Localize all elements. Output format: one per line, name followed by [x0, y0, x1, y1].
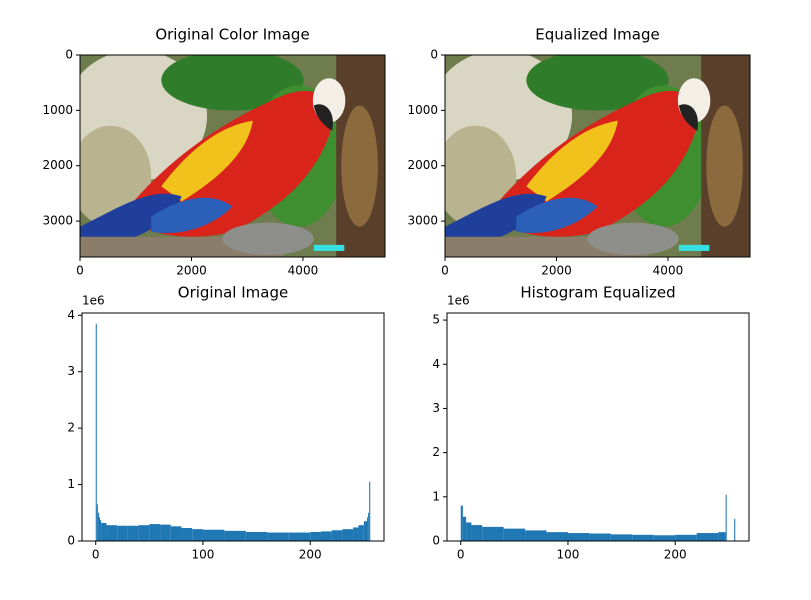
- bar: [224, 530, 246, 541]
- y-tick-label: 1: [432, 489, 440, 503]
- x-tick-label: 200: [664, 548, 687, 562]
- bar: [610, 534, 633, 541]
- y-tick-label: 1: [67, 477, 75, 491]
- y-tick-label: 0: [67, 534, 75, 548]
- bar: [245, 531, 268, 541]
- bar: [353, 527, 359, 541]
- bar: [97, 512, 99, 541]
- y-tick-label: 1000: [42, 103, 73, 117]
- bar: [170, 526, 182, 541]
- bar: [567, 533, 590, 541]
- bar: [106, 525, 118, 541]
- subplot-title: Original Color Image: [155, 26, 309, 44]
- offset-label: 1e6: [82, 294, 105, 308]
- bar: [369, 481, 371, 541]
- bar: [95, 323, 97, 541]
- bar: [525, 530, 547, 541]
- x-tick-label: 0: [441, 264, 449, 278]
- y-tick-label: 3: [67, 364, 75, 378]
- photo: [445, 55, 750, 257]
- bar: [181, 528, 193, 541]
- bar: [138, 525, 150, 541]
- y-tick-label: 1000: [407, 103, 438, 117]
- y-tick-label: 2: [432, 445, 440, 459]
- y-tick-label: 3: [432, 401, 440, 415]
- axes-frame: [81, 312, 385, 542]
- x-tick-label: 100: [557, 548, 580, 562]
- bar: [482, 526, 504, 541]
- bar: [589, 533, 611, 541]
- subplot-title: Original Image: [178, 284, 288, 302]
- x-tick-label: 4000: [288, 264, 319, 278]
- x-tick-label: 2000: [541, 264, 572, 278]
- bar: [331, 530, 343, 541]
- y-tick-label: 4: [432, 357, 440, 371]
- bar: [342, 529, 354, 541]
- bar: [675, 534, 697, 541]
- y-tick-label: 3000: [407, 214, 438, 228]
- y-tick-label: 5: [432, 313, 440, 327]
- bar: [632, 534, 654, 541]
- bar: [320, 531, 332, 541]
- offset-label: 1e6: [447, 294, 470, 308]
- y-tick-label: 2000: [42, 158, 73, 172]
- axes-frame: [79, 54, 386, 258]
- x-tick-label: 4000: [653, 264, 684, 278]
- bar: [202, 529, 225, 541]
- y-tick-label: 0: [432, 534, 440, 548]
- axes-frame: [444, 54, 751, 258]
- bar: [471, 525, 483, 541]
- bar: [267, 532, 289, 541]
- bar: [462, 516, 467, 541]
- x-tick-label: 200: [299, 548, 322, 562]
- bar: [503, 528, 526, 541]
- bar: [725, 494, 727, 541]
- bar: [160, 524, 171, 541]
- y-tick-label: 0: [65, 48, 73, 62]
- bar: [310, 531, 321, 541]
- x-tick-label: 100: [192, 548, 215, 562]
- bar: [149, 524, 161, 541]
- y-tick-label: 0: [430, 48, 438, 62]
- bar: [100, 520, 102, 541]
- y-tick-label: 3000: [42, 214, 73, 228]
- bar: [653, 535, 676, 541]
- bar: [466, 522, 472, 541]
- bar: [96, 504, 98, 541]
- bar: [363, 521, 368, 541]
- bar: [718, 532, 726, 541]
- photo: [80, 55, 385, 257]
- bar: [367, 517, 369, 541]
- y-tick-label: 2: [67, 421, 75, 435]
- subplot-title: Histogram Equalized: [520, 284, 675, 302]
- bar: [460, 505, 463, 541]
- bar: [368, 512, 370, 541]
- bar: [696, 533, 719, 541]
- x-tick-label: 0: [76, 264, 84, 278]
- y-tick-label: 4: [67, 308, 75, 322]
- axes-frame: [446, 312, 750, 542]
- bar: [734, 518, 736, 541]
- bar: [546, 532, 568, 541]
- subplot-title: Equalized Image: [535, 26, 659, 44]
- bar: [117, 525, 128, 541]
- x-tick-label: 2000: [176, 264, 207, 278]
- bar: [98, 517, 101, 541]
- bar: [358, 525, 364, 541]
- bar: [288, 532, 311, 541]
- bar: [192, 529, 203, 541]
- bar: [101, 522, 107, 541]
- bar: [127, 525, 139, 541]
- y-tick-label: 2000: [407, 158, 438, 172]
- x-tick-label: 0: [457, 548, 465, 562]
- x-tick-label: 0: [92, 548, 100, 562]
